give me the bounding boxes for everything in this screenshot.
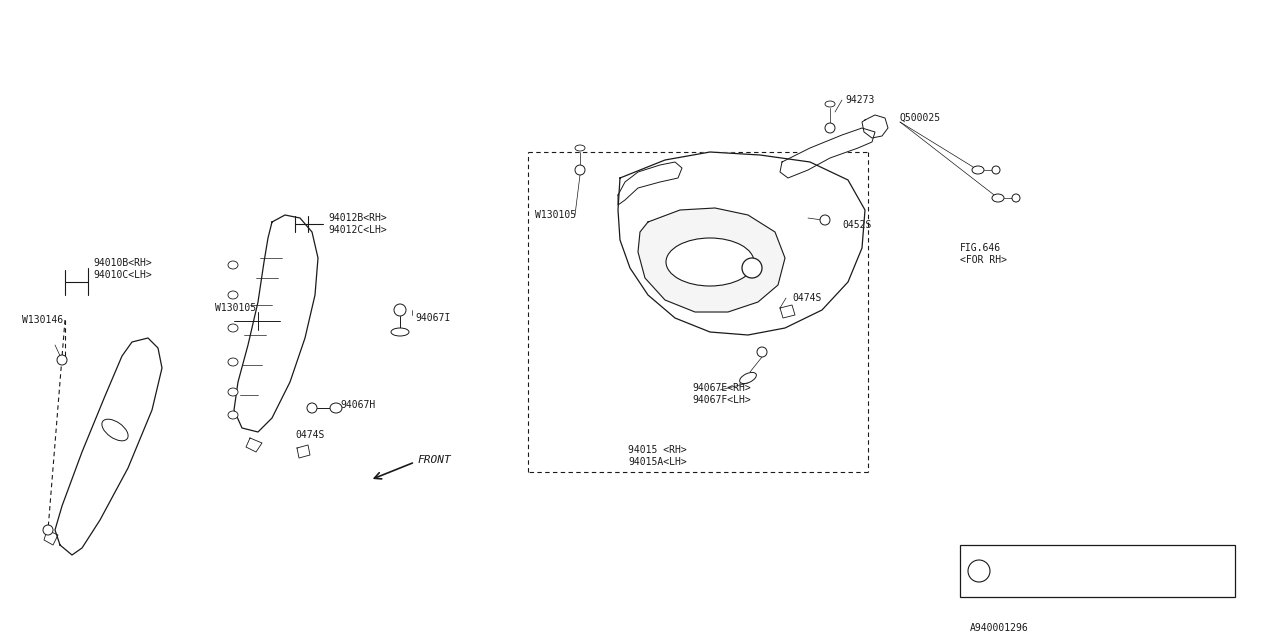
Text: 94015 <RH>: 94015 <RH> xyxy=(628,445,687,455)
Polygon shape xyxy=(44,530,58,545)
Text: W14006(  -0709): W14006( -0709) xyxy=(1005,555,1093,565)
Text: 94273: 94273 xyxy=(845,95,874,105)
Polygon shape xyxy=(861,115,888,138)
Polygon shape xyxy=(297,445,310,458)
Ellipse shape xyxy=(102,419,128,441)
Ellipse shape xyxy=(992,194,1004,202)
Circle shape xyxy=(44,525,52,535)
Ellipse shape xyxy=(390,328,410,336)
Polygon shape xyxy=(234,215,317,432)
Ellipse shape xyxy=(228,324,238,332)
Text: 94012B<RH>: 94012B<RH> xyxy=(328,213,387,223)
Circle shape xyxy=(826,123,835,133)
Polygon shape xyxy=(618,162,682,205)
Polygon shape xyxy=(55,338,163,555)
Text: 1: 1 xyxy=(749,263,755,273)
Ellipse shape xyxy=(228,261,238,269)
Ellipse shape xyxy=(228,388,238,396)
Text: 1: 1 xyxy=(977,566,982,576)
Ellipse shape xyxy=(228,411,238,419)
Text: 0474S: 0474S xyxy=(792,293,822,303)
Text: FIG.646: FIG.646 xyxy=(960,243,1001,253)
Polygon shape xyxy=(618,152,865,335)
Ellipse shape xyxy=(330,403,342,413)
Text: W130105: W130105 xyxy=(215,303,256,313)
Ellipse shape xyxy=(307,403,317,413)
Text: 0452S: 0452S xyxy=(842,220,872,230)
Circle shape xyxy=(756,347,767,357)
Circle shape xyxy=(58,355,67,365)
Text: 94067F<LH>: 94067F<LH> xyxy=(692,395,751,405)
Ellipse shape xyxy=(972,166,984,174)
Text: <FOR RH>: <FOR RH> xyxy=(960,255,1007,265)
Text: W130146: W130146 xyxy=(22,315,63,325)
Text: 94012C<LH>: 94012C<LH> xyxy=(328,225,387,235)
Polygon shape xyxy=(780,305,795,318)
Text: 94067I: 94067I xyxy=(415,313,451,323)
Ellipse shape xyxy=(992,166,1000,174)
Polygon shape xyxy=(246,438,262,452)
Circle shape xyxy=(968,560,989,582)
Text: 94067E<RH>: 94067E<RH> xyxy=(692,383,751,393)
Text: Q500025: Q500025 xyxy=(900,113,941,123)
Ellipse shape xyxy=(666,238,754,286)
Ellipse shape xyxy=(1012,194,1020,202)
Text: 94010B<RH>: 94010B<RH> xyxy=(93,258,152,268)
Ellipse shape xyxy=(740,372,756,383)
Circle shape xyxy=(575,165,585,175)
Polygon shape xyxy=(780,128,876,178)
Text: 94015A<LH>: 94015A<LH> xyxy=(628,457,687,467)
Text: W130105: W130105 xyxy=(535,210,576,220)
Bar xyxy=(960,545,1235,597)
Ellipse shape xyxy=(394,304,406,316)
Text: FRONT: FRONT xyxy=(419,455,452,465)
Ellipse shape xyxy=(228,358,238,366)
Text: 94067H: 94067H xyxy=(340,400,375,410)
Text: A940001296: A940001296 xyxy=(970,623,1029,633)
Text: 0474S: 0474S xyxy=(294,430,324,440)
Ellipse shape xyxy=(228,291,238,299)
Polygon shape xyxy=(637,208,785,312)
Text: 96263D(0710-  ): 96263D(0710- ) xyxy=(1005,573,1093,583)
Circle shape xyxy=(742,258,762,278)
Text: 94010C<LH>: 94010C<LH> xyxy=(93,270,152,280)
Circle shape xyxy=(820,215,829,225)
Ellipse shape xyxy=(826,101,835,107)
Ellipse shape xyxy=(575,145,585,151)
